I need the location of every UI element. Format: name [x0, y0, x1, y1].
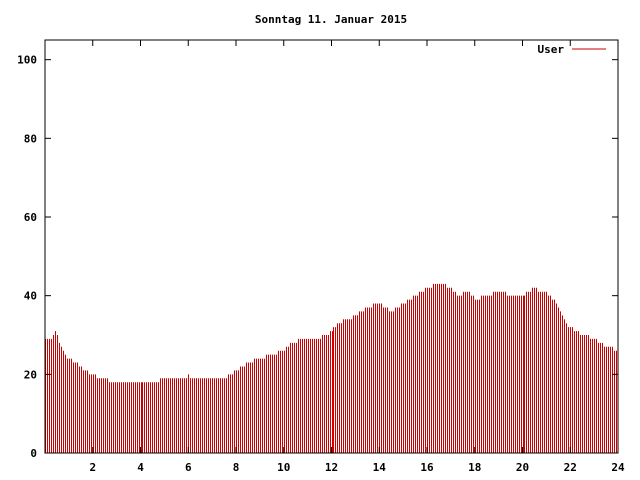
x-tick-label: 4 — [137, 461, 144, 474]
y-tick-label: 100 — [17, 54, 37, 67]
chart-title: Sonntag 11. Januar 2015 — [255, 13, 407, 26]
x-tick-label: 2 — [89, 461, 96, 474]
legend: User — [538, 43, 606, 56]
x-tick-label: 18 — [468, 461, 481, 474]
x-tick-label: 20 — [516, 461, 529, 474]
legend-label-user: User — [538, 43, 565, 56]
y-tick-label: 20 — [24, 368, 37, 381]
y-tick-label: 40 — [24, 290, 37, 303]
y-tick-label: 80 — [24, 132, 37, 145]
x-tick-label: 12 — [325, 461, 338, 474]
y-tick-label: 0 — [30, 447, 37, 460]
x-tick-label: 22 — [564, 461, 577, 474]
x-tick-label: 8 — [233, 461, 240, 474]
bars-group — [45, 283, 617, 453]
x-tick-label: 14 — [373, 461, 387, 474]
x-tick-label: 16 — [420, 461, 434, 474]
x-tick-label: 10 — [277, 461, 290, 474]
y-tick-label: 60 — [24, 211, 37, 224]
x-tick-label: 6 — [185, 461, 192, 474]
x-tick-label: 24 — [611, 461, 625, 474]
